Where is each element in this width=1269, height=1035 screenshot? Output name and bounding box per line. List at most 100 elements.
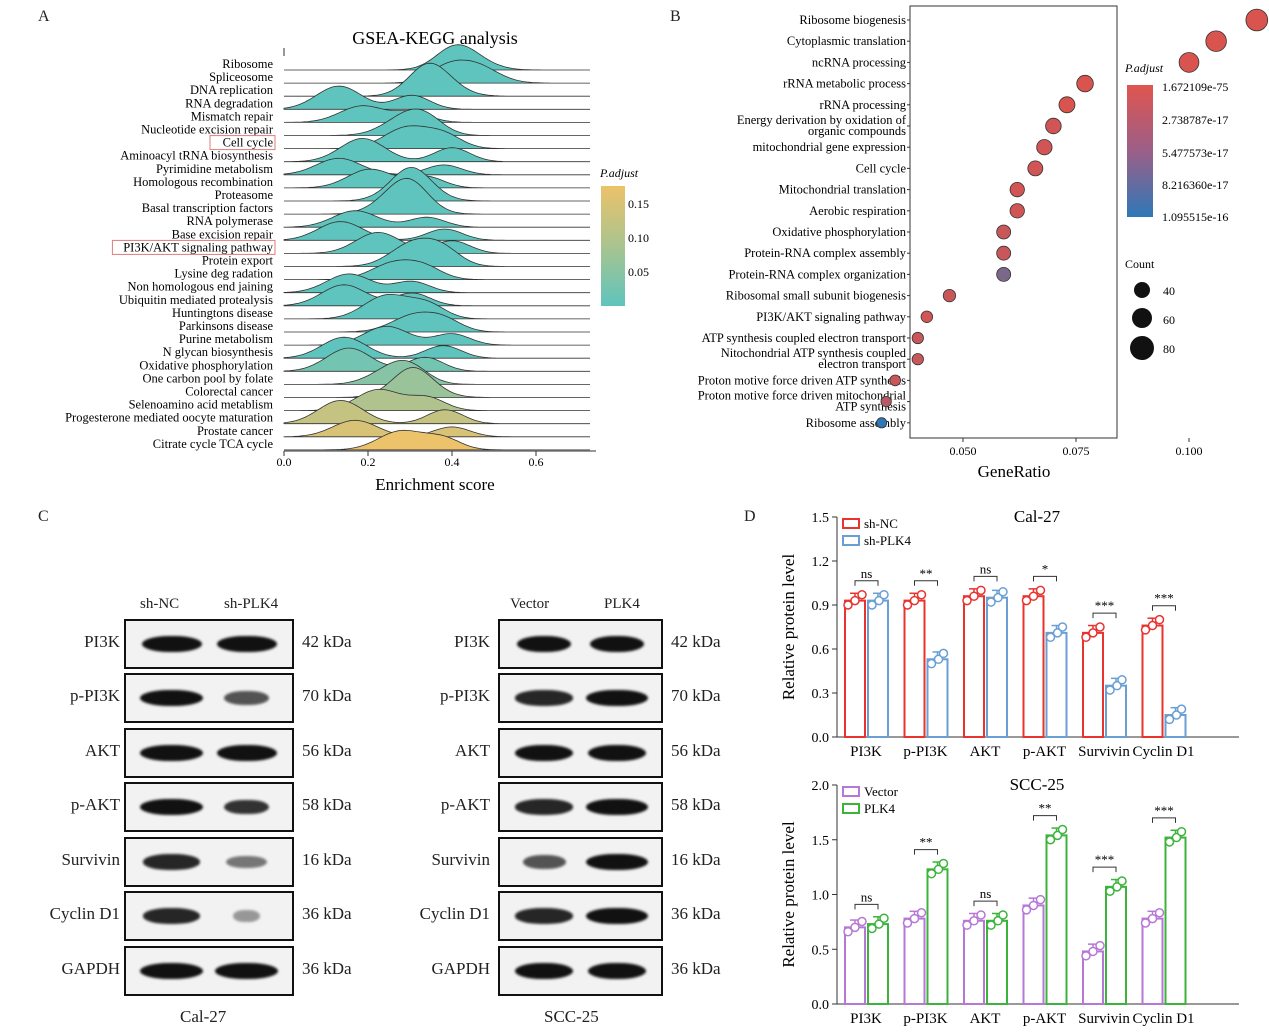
bar	[1082, 631, 1104, 738]
bar-y-tick-label: 0.6	[812, 643, 830, 658]
ridge-density	[283, 138, 590, 163]
dot-point	[1009, 182, 1025, 198]
count-legend-dot	[1134, 282, 1150, 298]
blot-protein-label: Survivin	[61, 850, 120, 869]
dot-legend-tick: 2.738787e-17	[1162, 113, 1228, 127]
bar-data-point	[843, 600, 853, 610]
ridge-pathway-label: Mismatch repair	[191, 109, 274, 123]
blot-caption-cal27: Cal-27	[180, 1007, 227, 1026]
dot-point	[1178, 52, 1200, 73]
blot-band	[515, 963, 574, 979]
ridge-density	[284, 177, 590, 215]
blot-band	[139, 799, 204, 815]
dot-term-label: organic compounds	[808, 124, 906, 138]
significance-label: ns	[861, 566, 873, 581]
bar-data-point	[1154, 908, 1165, 918]
dot-x-tick-label: 0.050	[950, 444, 977, 458]
dot-term-label: Energy derivation by oxidation of	[737, 113, 907, 127]
blot-band	[224, 799, 269, 815]
significance-label: ns	[980, 561, 992, 576]
bar-chart-title: Cal-27	[1014, 507, 1061, 526]
bar-y-tick-label: 0.5	[812, 943, 830, 958]
bar-data-point	[909, 595, 920, 606]
bar-category-label: Survivin	[1078, 1011, 1130, 1027]
dot-point	[996, 245, 1012, 261]
dot-term-label: Proton motive force driven mitochondrial	[698, 389, 907, 403]
bar-y-tick-label: 2.0	[812, 779, 830, 794]
blot-protein-label: Survivin	[431, 850, 490, 869]
ridge-density	[283, 400, 590, 425]
bar-data-point	[962, 595, 972, 606]
bar-data-point	[1105, 685, 1115, 695]
bar-data-point	[1112, 680, 1122, 691]
bar-data-point	[916, 589, 927, 600]
bar-legend-swatch	[842, 803, 860, 814]
dot-term-label: electron transport	[818, 357, 906, 371]
gsea-legend-tick: 0.05	[628, 265, 649, 279]
significance-bracket	[914, 580, 938, 586]
bar	[903, 599, 926, 738]
blot-col-header: PLK4	[604, 596, 640, 612]
bar-data-point	[969, 916, 979, 926]
significance-label: **	[920, 835, 933, 850]
ridge-density	[284, 44, 590, 71]
bar-data-point	[998, 910, 1008, 920]
significance-bracket	[973, 575, 998, 582]
ridge-pathway-label: RNA polymerase	[187, 214, 274, 228]
blot-band	[585, 854, 648, 870]
bar-data-point	[902, 600, 913, 610]
blot-band	[522, 855, 566, 869]
blot-band	[216, 636, 277, 652]
blot-protein-label: GAPDH	[61, 959, 120, 978]
bar	[1022, 595, 1045, 738]
blot-protein-label: Cyclin D1	[49, 904, 120, 923]
bar-y-tick-label: 1.0	[812, 889, 830, 904]
count-legend-tick: 40	[1163, 284, 1175, 298]
bar-data-point	[857, 589, 867, 600]
blot-protein-label: PI3K	[84, 632, 120, 651]
ridge-pathway-label: Progesterone mediated oocyte maturation	[65, 411, 274, 425]
dot-term-label: Ribosomal small subunit biogenesis	[726, 289, 906, 303]
blot-band	[517, 636, 572, 652]
significance-bracket	[1092, 612, 1117, 619]
bar-category-label: p-PI3K	[903, 744, 947, 760]
dot-legend-tick: 1.672109e-75	[1162, 80, 1228, 94]
bar-data-point	[1117, 675, 1127, 685]
bar-data-point	[1105, 886, 1115, 896]
bar-data-point	[1112, 882, 1122, 892]
ridge-density	[284, 311, 590, 333]
blot-band	[139, 690, 204, 706]
ridge-pathway-label: Nucleotide excision repair	[141, 123, 274, 137]
blot-kda-label: 16 kDa	[302, 850, 352, 869]
bar	[926, 868, 949, 1005]
significance-label: *	[1042, 561, 1049, 576]
bar-data-point	[916, 908, 927, 918]
dot-point	[1045, 117, 1062, 135]
ridge-density	[284, 429, 590, 451]
blot-kda-label: 36 kDa	[302, 959, 352, 978]
gsea-legend-tick: 0.15	[628, 197, 649, 211]
bar-category-label: AKT	[970, 744, 1001, 760]
blot-protein-label: PI3K	[454, 632, 490, 651]
bar-data-point	[976, 585, 986, 596]
bar	[1045, 631, 1068, 738]
dot-term-label: Cell cycle	[856, 161, 907, 175]
blot-kda-label: 36 kDa	[671, 959, 721, 978]
ridge-density	[284, 108, 590, 136]
blot-band	[224, 691, 269, 705]
dot-point	[1027, 160, 1044, 177]
bar-data-point	[926, 868, 937, 879]
count-legend-tick: 80	[1163, 342, 1175, 356]
bar-data-point	[1035, 894, 1046, 905]
bar	[963, 919, 985, 1005]
blot-band	[585, 690, 648, 706]
bar	[844, 599, 866, 738]
bar-data-point	[879, 589, 889, 600]
dot-term-label: ATP synthesis	[835, 400, 906, 414]
ridge-pathway-label: Purine metabolism	[179, 332, 273, 346]
ridge-x-tick-label: 0.6	[529, 455, 544, 469]
bar-data-point	[1045, 632, 1056, 643]
blot-kda-label: 36 kDa	[671, 904, 721, 923]
ridge-density	[283, 284, 590, 307]
ridge-x-tick-label: 0.2	[361, 455, 376, 469]
